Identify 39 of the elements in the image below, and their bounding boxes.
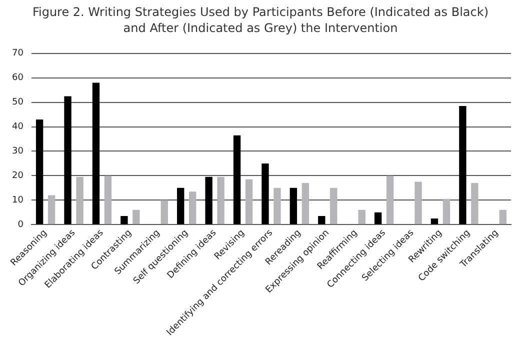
bar [274, 188, 281, 224]
bar [471, 183, 478, 224]
bar [177, 188, 184, 224]
bar [302, 183, 310, 224]
bar [76, 176, 84, 224]
bar [290, 188, 298, 224]
y-tick-label: 60 [12, 73, 24, 84]
y-tick-label: 30 [12, 146, 24, 157]
bar [120, 216, 128, 224]
chart-title: Figure 2. Writing Strategies Used by Participants Before (Indicated as Black) and After (Indicated as Grey) the Intervention [31, 4, 490, 37]
bar [205, 176, 212, 224]
bar [36, 119, 44, 224]
bar [318, 216, 326, 224]
bar [233, 135, 241, 224]
y-tick-label: 50 [12, 98, 24, 108]
y-tick-label: 20 [12, 171, 24, 182]
y-tick-label: 40 [12, 122, 24, 132]
bar [92, 82, 100, 224]
bar [262, 163, 269, 224]
bar [132, 210, 140, 224]
bar [430, 218, 438, 224]
bar [160, 200, 168, 224]
bar [189, 192, 196, 224]
bar [499, 210, 506, 224]
y-tick-label: 70 [12, 48, 24, 59]
bar [245, 179, 253, 224]
y-tick-label: 0 [18, 220, 24, 230]
bar [64, 96, 72, 224]
bar [459, 106, 466, 224]
bar [442, 198, 450, 224]
bar [48, 195, 56, 224]
bar [386, 176, 394, 224]
bar [330, 188, 338, 224]
bar [104, 176, 112, 224]
bar [374, 212, 382, 224]
y-tick-label: 10 [12, 195, 24, 206]
bar [414, 182, 422, 224]
bar [217, 176, 224, 224]
bar [358, 210, 366, 224]
